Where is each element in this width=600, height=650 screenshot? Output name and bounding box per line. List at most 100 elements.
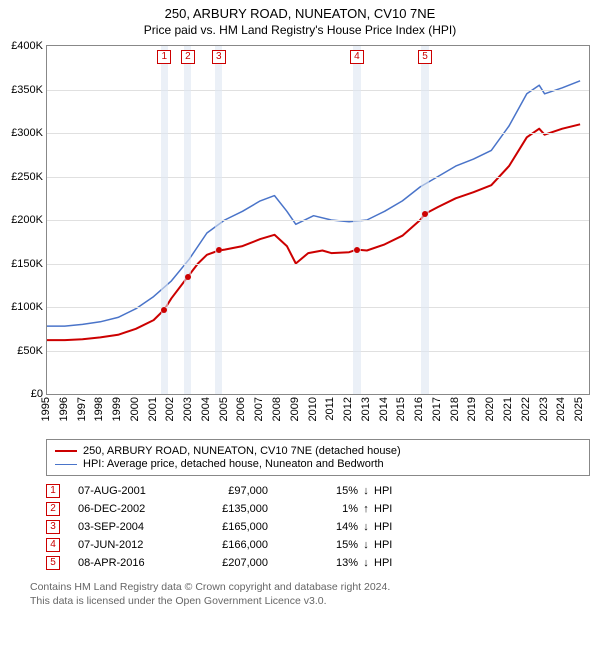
y-gridline xyxy=(47,351,589,352)
y-tick-label: £250K xyxy=(11,171,47,183)
sale-pct: 14% xyxy=(308,521,358,533)
y-tick-label: £300K xyxy=(11,127,47,139)
sale-hpi-suffix: HPI xyxy=(374,485,590,497)
sale-date: 07-AUG-2001 xyxy=(78,485,208,497)
y-gridline xyxy=(47,307,589,308)
x-tick-label: 2017 xyxy=(431,397,443,421)
sale-row-marker: 5 xyxy=(46,556,60,570)
sale-point xyxy=(354,247,360,253)
arrow-down-icon: ↓ xyxy=(358,557,374,569)
sale-hpi-suffix: HPI xyxy=(374,557,590,569)
sale-row-marker: 4 xyxy=(46,538,60,552)
sale-date-band xyxy=(184,46,191,394)
sale-date: 03-SEP-2004 xyxy=(78,521,208,533)
y-tick-label: £50K xyxy=(17,345,47,357)
sale-point xyxy=(422,211,428,217)
y-gridline xyxy=(47,177,589,178)
sale-hpi-suffix: HPI xyxy=(374,503,590,515)
y-gridline xyxy=(47,220,589,221)
sale-price: £135,000 xyxy=(208,503,308,515)
arrow-down-icon: ↓ xyxy=(358,485,374,497)
sale-pct: 13% xyxy=(308,557,358,569)
chart-title-block: 250, ARBURY ROAD, NUNEATON, CV10 7NE Pri… xyxy=(0,0,600,39)
sale-date-band xyxy=(353,46,361,394)
sale-pct: 1% xyxy=(308,503,358,515)
sale-row-marker: 3 xyxy=(46,520,60,534)
x-tick-label: 2016 xyxy=(413,397,425,421)
x-tick-label: 2011 xyxy=(324,397,336,421)
x-tick-label: 1997 xyxy=(76,397,88,421)
x-tick-label: 2013 xyxy=(360,397,372,421)
x-tick-label: 2025 xyxy=(573,397,585,421)
y-tick-label: £350K xyxy=(11,84,47,96)
x-tick-label: 2012 xyxy=(342,397,354,421)
sale-row-marker: 1 xyxy=(46,484,60,498)
x-tick-label: 2001 xyxy=(147,397,159,421)
x-tick-label: 2015 xyxy=(395,397,407,421)
sale-date: 06-DEC-2002 xyxy=(78,503,208,515)
sale-date: 07-JUN-2012 xyxy=(78,539,208,551)
x-tick-label: 2018 xyxy=(449,397,461,421)
x-tick-label: 2006 xyxy=(235,397,247,421)
sale-hpi-suffix: HPI xyxy=(374,521,590,533)
series-hpi xyxy=(47,81,580,326)
sale-date-band xyxy=(161,46,168,394)
sale-price: £207,000 xyxy=(208,557,308,569)
x-tick-label: 2020 xyxy=(484,397,496,421)
x-tick-label: 2021 xyxy=(502,397,514,421)
x-tick-label: 2019 xyxy=(466,397,478,421)
footer-line: Contains HM Land Registry data © Crown c… xyxy=(30,580,590,594)
x-tick-label: 1996 xyxy=(58,397,70,421)
legend-item-hpi: HPI: Average price, detached house, Nune… xyxy=(55,458,581,470)
x-tick-label: 1995 xyxy=(40,397,52,421)
legend-item-price-paid: 250, ARBURY ROAD, NUNEATON, CV10 7NE (de… xyxy=(55,445,581,457)
sale-pct: 15% xyxy=(308,539,358,551)
y-gridline xyxy=(47,133,589,134)
footer-line: This data is licensed under the Open Gov… xyxy=(30,594,590,608)
sale-row: 508-APR-2016£207,00013%↓HPI xyxy=(46,556,590,570)
x-tick-label: 2003 xyxy=(182,397,194,421)
x-tick-label: 1998 xyxy=(93,397,105,421)
sale-point xyxy=(216,247,222,253)
legend-label: 250, ARBURY ROAD, NUNEATON, CV10 7NE (de… xyxy=(83,445,401,457)
x-tick-label: 2024 xyxy=(555,397,567,421)
sale-point xyxy=(185,274,191,280)
x-tick-label: 2010 xyxy=(307,397,319,421)
sale-date-band xyxy=(421,46,429,394)
sale-pct: 15% xyxy=(308,485,358,497)
x-tick-label: 2009 xyxy=(289,397,301,421)
y-tick-label: £100K xyxy=(11,301,47,313)
sale-price: £166,000 xyxy=(208,539,308,551)
sale-date-band xyxy=(215,46,222,394)
x-tick-label: 2008 xyxy=(271,397,283,421)
sale-marker: 4 xyxy=(350,50,364,64)
x-tick-label: 2022 xyxy=(520,397,532,421)
x-tick-label: 2007 xyxy=(253,397,265,421)
x-tick-label: 2005 xyxy=(218,397,230,421)
attribution-footer: Contains HM Land Registry data © Crown c… xyxy=(30,580,590,608)
chart-subtitle: Price paid vs. HM Land Registry's House … xyxy=(0,23,600,37)
x-tick-label: 2014 xyxy=(378,397,390,421)
sale-row: 3 03-SEP-2004£165,00014%↓HPI xyxy=(46,520,590,534)
sale-price: £165,000 xyxy=(208,521,308,533)
sale-marker: 3 xyxy=(212,50,226,64)
x-axis-ticks: 1995199619971998199920002001200220032004… xyxy=(46,395,590,433)
x-tick-label: 2004 xyxy=(200,397,212,421)
sale-hpi-suffix: HPI xyxy=(374,539,590,551)
y-tick-label: £200K xyxy=(11,214,47,226)
sale-price: £97,000 xyxy=(208,485,308,497)
sale-row: 407-JUN-2012£166,00015%↓HPI xyxy=(46,538,590,552)
x-tick-label: 2002 xyxy=(164,397,176,421)
legend-label: HPI: Average price, detached house, Nune… xyxy=(83,458,384,470)
x-tick-label: 2023 xyxy=(538,397,550,421)
chart-title: 250, ARBURY ROAD, NUNEATON, CV10 7NE xyxy=(0,6,600,21)
arrow-up-icon: ↑ xyxy=(358,503,374,515)
y-gridline xyxy=(47,90,589,91)
sale-row: 2 06-DEC-2002£135,0001%↑HPI xyxy=(46,502,590,516)
chart-legend: 250, ARBURY ROAD, NUNEATON, CV10 7NE (de… xyxy=(46,439,590,476)
y-tick-label: £150K xyxy=(11,258,47,270)
sale-row-marker: 2 xyxy=(46,502,60,516)
sale-marker: 1 xyxy=(157,50,171,64)
sales-table: 107-AUG-2001£97,00015%↓HPI206-DEC-2002£1… xyxy=(46,484,590,570)
arrow-down-icon: ↓ xyxy=(358,521,374,533)
